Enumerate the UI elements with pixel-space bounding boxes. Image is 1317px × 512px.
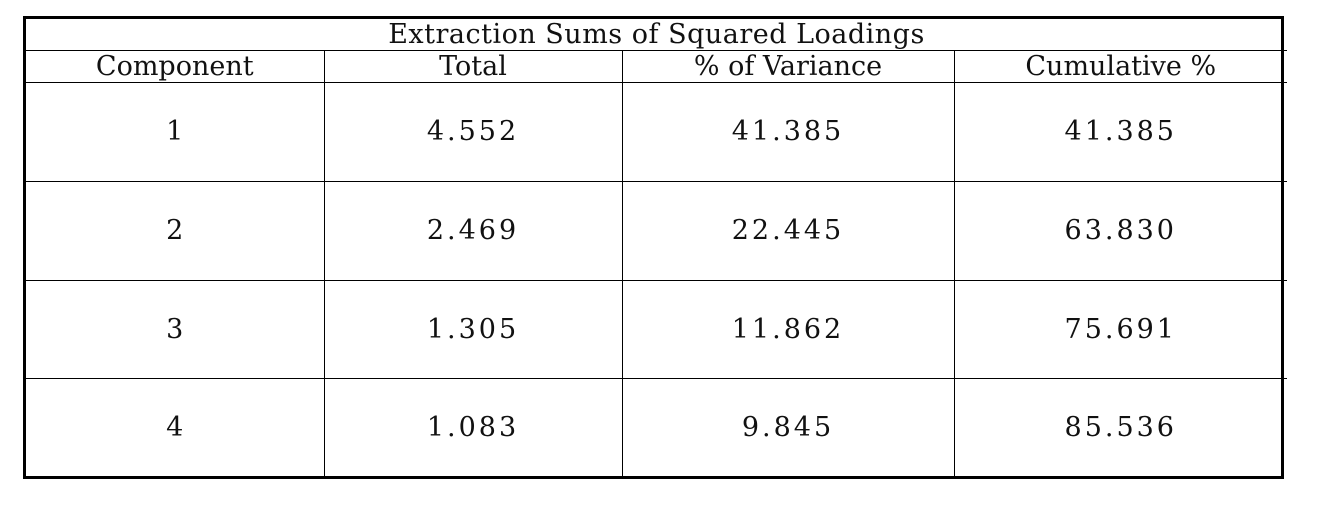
table-caption: Extraction Sums of Squared Loadings (26, 19, 1288, 51)
cell-variance: 22.445 (621, 180, 955, 281)
cell-variance: 9.845 (621, 378, 955, 476)
cell-component: 3 (26, 279, 325, 380)
loadings-table: Extraction Sums of Squared Loadings Comp… (23, 16, 1288, 479)
cell-cumulative: 63.830 (953, 180, 1288, 281)
cell-component: 2 (26, 180, 325, 281)
cell-cumulative: 41.385 (953, 82, 1288, 182)
cell-cumulative: 85.536 (953, 378, 1288, 476)
column-header-component: Component (26, 50, 325, 83)
table-row: 2 2.469 22.445 63.830 (26, 180, 1288, 281)
column-header-variance: % of Variance (621, 50, 955, 83)
cell-total: 1.083 (323, 378, 623, 476)
column-header-total: Total (323, 50, 623, 83)
cell-component: 4 (26, 378, 325, 476)
column-header-cumulative: Cumulative % (953, 50, 1288, 83)
cell-total: 4.552 (323, 82, 623, 182)
cell-cumulative: 75.691 (953, 279, 1288, 380)
cell-component: 1 (26, 82, 325, 182)
cell-total: 1.305 (323, 279, 623, 380)
cell-variance: 41.385 (621, 82, 955, 182)
table-row: 4 1.083 9.845 85.536 (26, 378, 1288, 476)
cell-variance: 11.862 (621, 279, 955, 380)
caption-row: Extraction Sums of Squared Loadings (26, 19, 1288, 51)
table-row: 1 4.552 41.385 41.385 (26, 82, 1288, 182)
header-row: Component Total % of Variance Cumulative… (26, 50, 1288, 83)
cell-total: 2.469 (323, 180, 623, 281)
extraction-table: Extraction Sums of Squared Loadings Comp… (26, 19, 1288, 476)
table-row: 3 1.305 11.862 75.691 (26, 279, 1288, 380)
